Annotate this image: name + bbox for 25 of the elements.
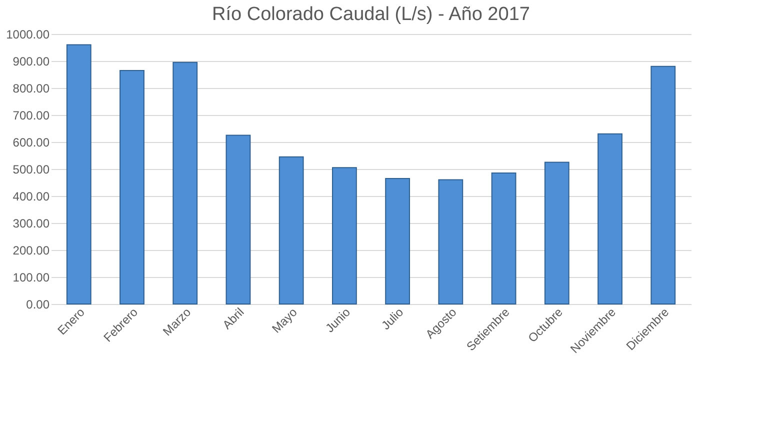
x-tick-label: Julio [378,304,406,332]
bar [226,134,251,304]
y-tick-label: 200.00 [12,244,50,258]
y-tick-label: 800.00 [12,82,50,96]
bar [172,62,198,304]
bar [650,66,676,304]
bar [120,70,144,304]
y-tick-label: 500.00 [12,162,50,176]
chart-title: Río Colorado Caudal (L/s) - Año 2017 [212,4,530,25]
bar [491,172,516,304]
bar [66,44,92,304]
y-tick-label: 0.00 [26,298,50,312]
y-tick-label: 100.00 [12,270,50,284]
y-tick-label: 600.00 [12,136,50,150]
y-tick-label: 400.00 [12,190,50,204]
bar [385,178,410,304]
y-tick-label: 1000.00 [6,28,50,42]
bar [598,133,622,304]
y-tick-label: 300.00 [12,216,50,230]
bar [332,167,357,304]
bar [278,156,304,304]
bar [438,179,464,304]
y-tick-label: 900.00 [12,54,50,68]
bar [544,162,570,304]
y-tick-label: 700.00 [12,108,50,122]
